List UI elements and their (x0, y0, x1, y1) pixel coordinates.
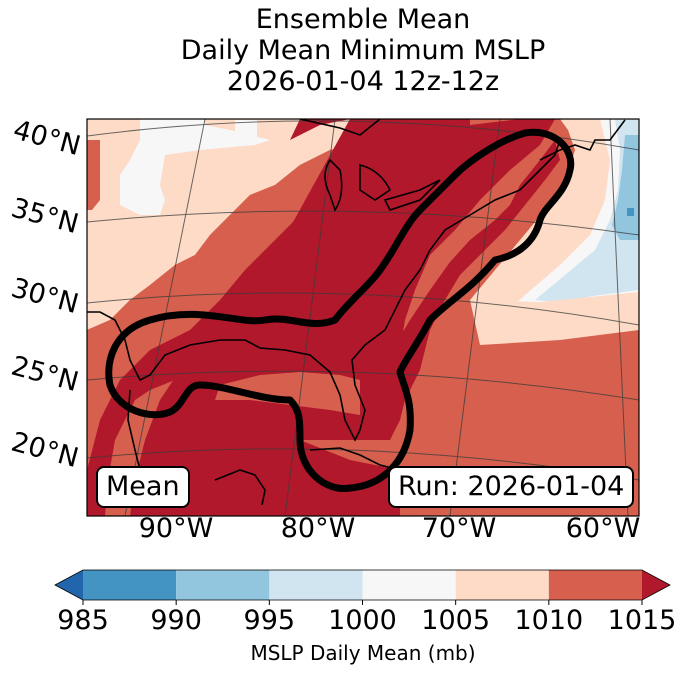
lon-label-90w: 90°W (138, 513, 214, 544)
colorbar-bin-1005-1010 (455, 570, 549, 600)
title-line-1: Ensemble Mean (255, 4, 471, 35)
field-1015-interior (87, 119, 555, 516)
colorbar-tick-label: 1010 (514, 605, 584, 636)
colorbar-tick-label: 1005 (421, 605, 491, 636)
colorbar-bin-1000-1005 (362, 570, 456, 600)
field-1015-main (130, 119, 560, 516)
parallel-35n (87, 210, 639, 236)
coast-east (384, 139, 561, 331)
colorbar-tick-label: 1015 (607, 605, 677, 636)
coast-great-lakes (324, 158, 441, 212)
colorbar-under-arrow (55, 570, 83, 600)
meridian-70w (449, 119, 501, 516)
lon-label-70w: 70°W (421, 513, 497, 544)
colorbar-tick-label: 995 (243, 605, 296, 636)
field-995-atlantic (535, 119, 639, 302)
figure-title: Ensemble Mean Daily Mean Minimum MSLP 20… (0, 4, 688, 97)
ensemble-contour (105, 128, 575, 492)
coast-yucatan (214, 469, 266, 506)
field-1010-gulf (215, 372, 360, 415)
coast-gulf (87, 311, 386, 442)
colorbar-bin-1010-1015 (548, 570, 642, 600)
parallel-40n (87, 120, 639, 151)
coast-maritimes (539, 119, 626, 161)
field-1010-west-strip (87, 140, 100, 210)
field-985-atlantic (627, 208, 634, 216)
colorbar-bin-990-995 (176, 570, 270, 600)
parallel-25n (87, 370, 639, 401)
map-frame (86, 118, 640, 517)
field-1005-midatlantic (470, 292, 639, 345)
field-1000-west (120, 119, 270, 215)
colorbar-over-arrow (642, 570, 670, 600)
title-line-3: 2026-01-04 12z-12z (226, 66, 500, 97)
lon-label-80w: 80°W (280, 513, 356, 544)
mean-label-box: Mean (96, 466, 190, 508)
coast-hudson (299, 119, 381, 136)
colorbar-bin-995-1000 (269, 570, 363, 600)
coastlines (87, 119, 626, 506)
colorbar-tick-label: 990 (150, 605, 202, 636)
colorbar-label: MSLP Daily Mean (mb) (250, 641, 476, 665)
title-line-2: Daily Mean Minimum MSLP (180, 35, 546, 66)
colorbar-tick-label: 1000 (328, 605, 397, 636)
lon-label-60w: 60°W (565, 513, 641, 544)
meridian-60w (609, 119, 629, 516)
colorbar-tick-label: 985 (57, 605, 109, 636)
field-1005-west (87, 119, 420, 330)
colorbar-bin-985-990 (83, 570, 177, 600)
field-1000-west-small (235, 120, 257, 138)
run-date-box: Run: 2026-01-04 (388, 466, 635, 508)
coast-cuba (309, 447, 401, 471)
